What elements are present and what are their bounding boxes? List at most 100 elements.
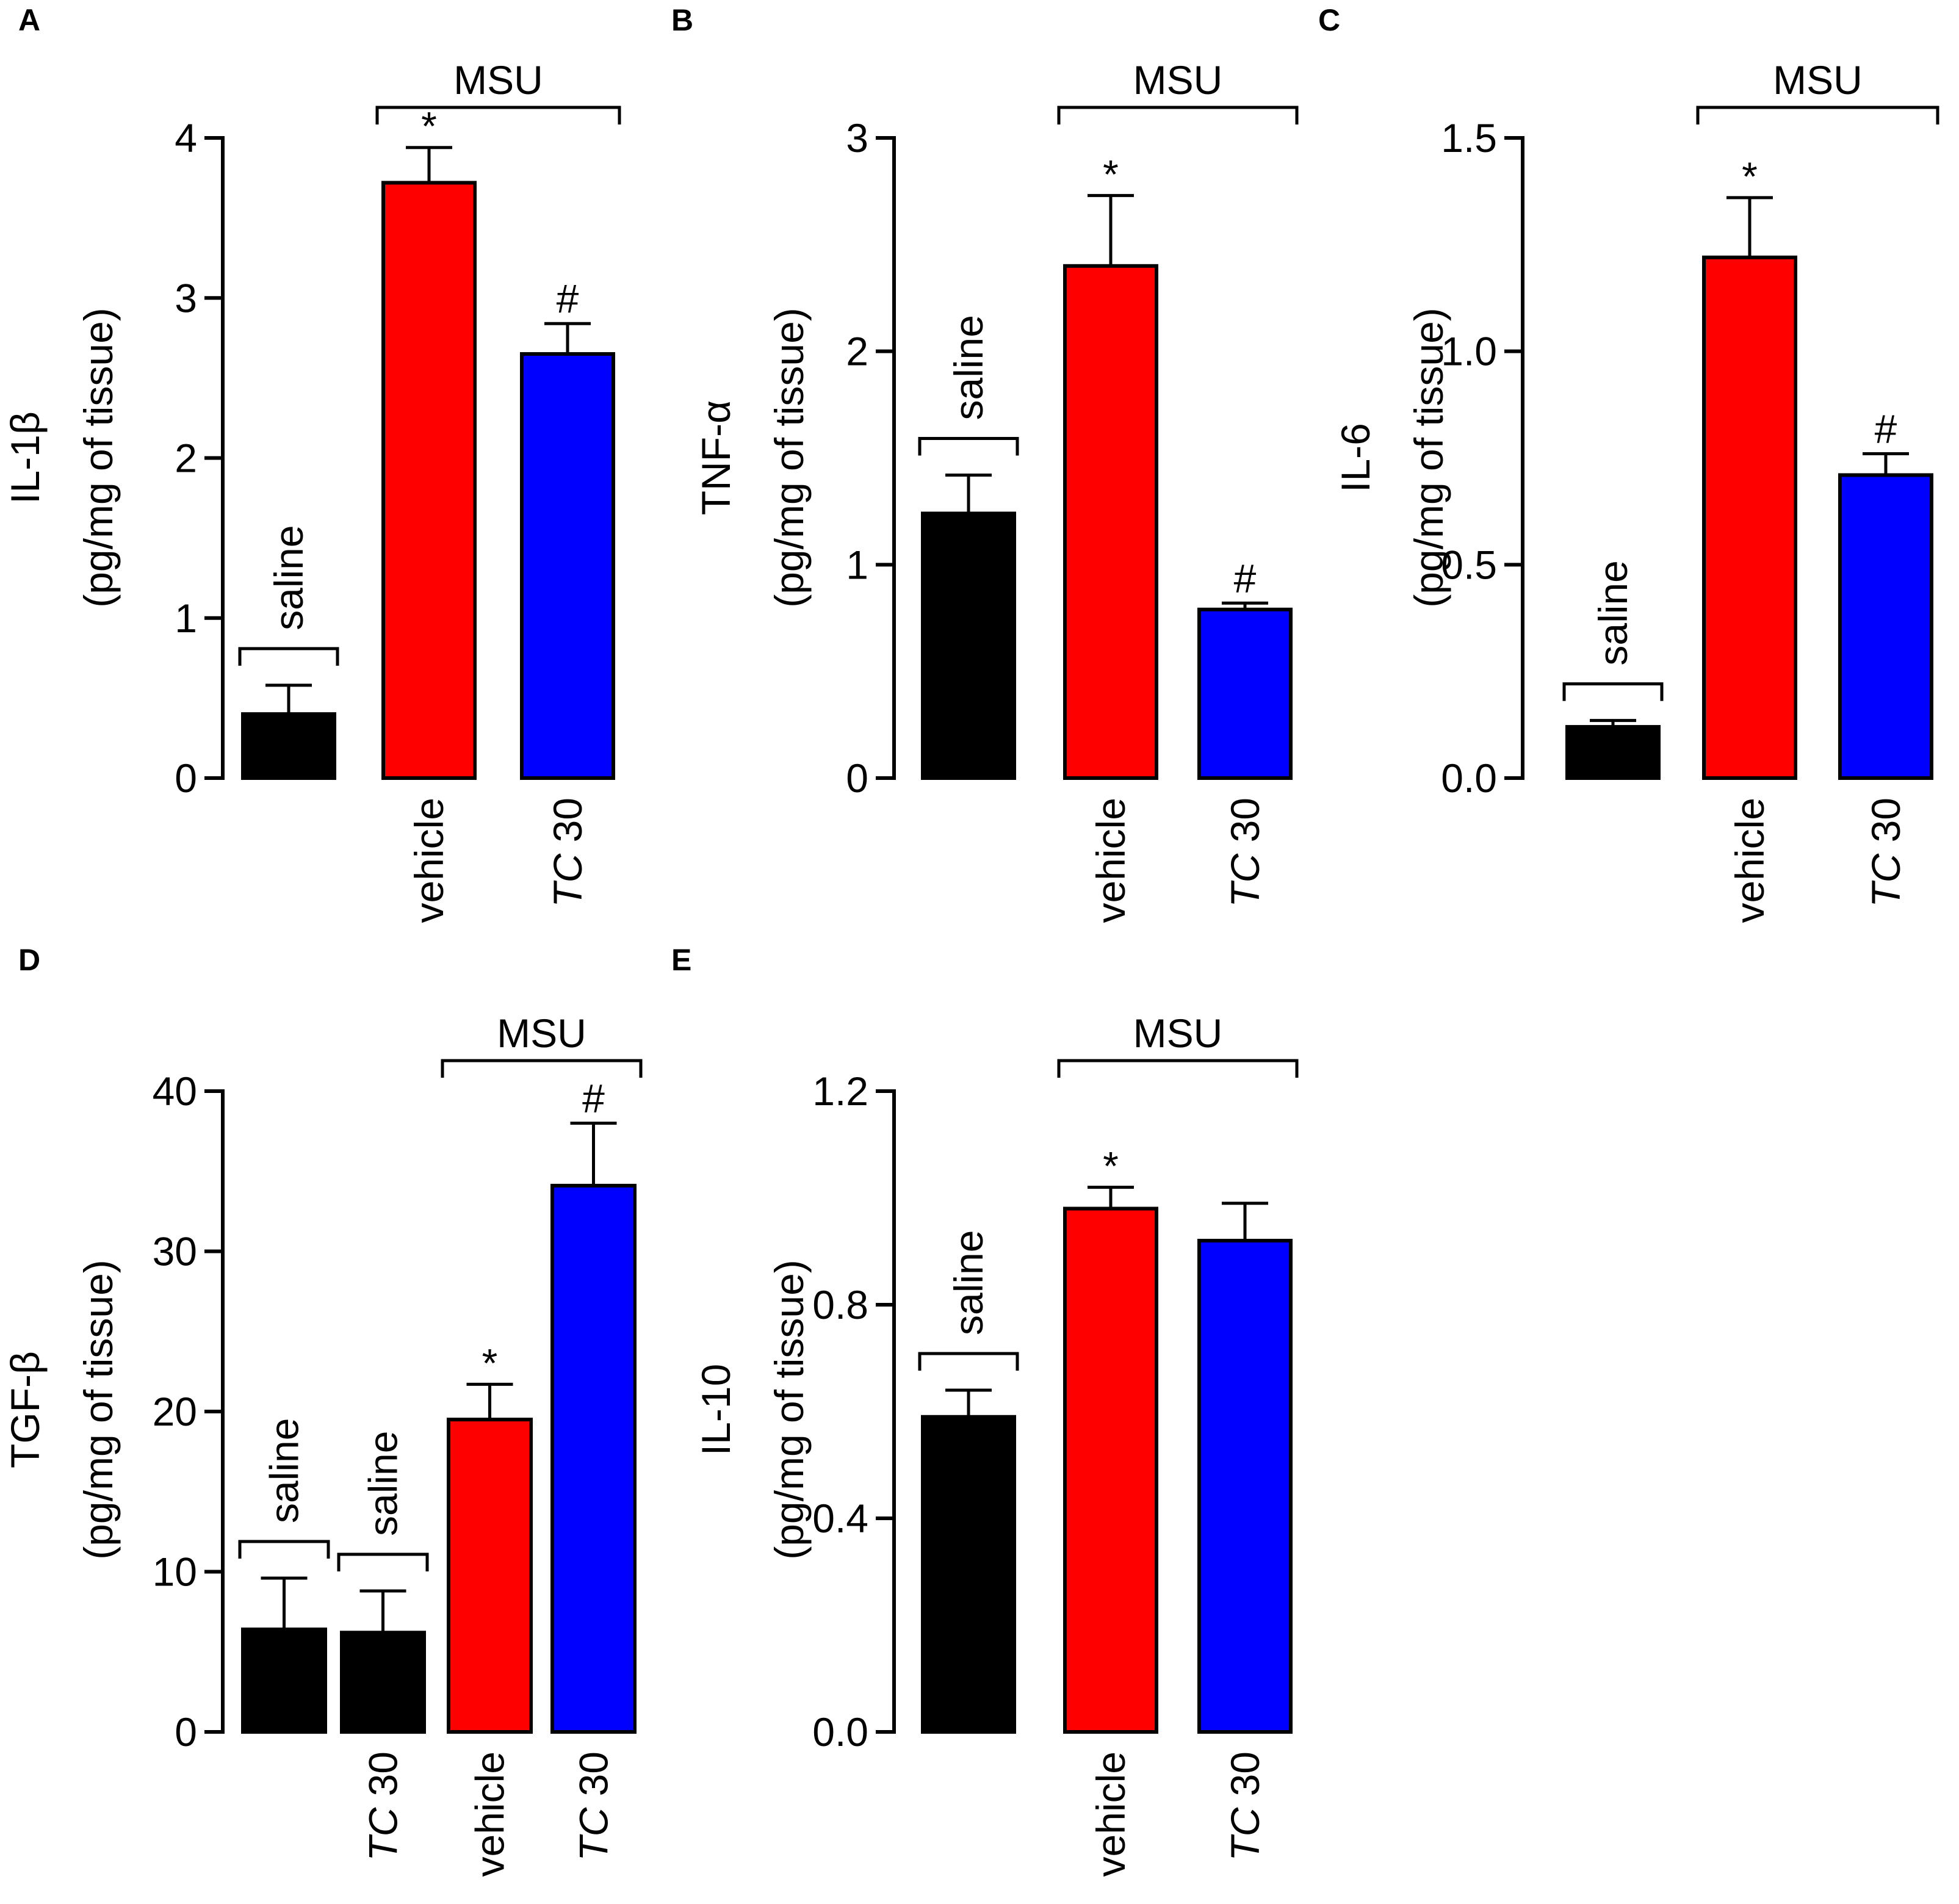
x-category-label: TC 30 xyxy=(571,1751,616,1861)
bar xyxy=(241,712,336,780)
x-category-label: TC 30 xyxy=(545,798,590,907)
panel-letter: B xyxy=(671,3,693,37)
y-tick-label: 0.5 xyxy=(1441,542,1497,587)
bar xyxy=(520,352,615,780)
y-tick-label: 0 xyxy=(175,755,197,801)
y-tick-label: 0.0 xyxy=(1441,755,1497,801)
y-tick-label: 1 xyxy=(175,596,197,641)
msu-bracket xyxy=(1057,1059,1299,1078)
significance-hash: # xyxy=(1875,406,1897,452)
significance-star: * xyxy=(421,104,437,149)
saline-label: saline xyxy=(361,1431,406,1536)
chart-panel-a: A 0 1 2 3 4 IL-1β (pg/mg of tissue) * vehicle # TC … xyxy=(2,3,621,923)
y-tick-label: 2 xyxy=(846,329,868,374)
x-category-label: TC 30 xyxy=(1863,798,1908,907)
y-tick-label: 1.2 xyxy=(812,1069,868,1114)
y-tick-label: 0 xyxy=(175,1709,197,1754)
chart-panel-c: C 0.0 0.5 1.0 1.5 IL-6 (pg/mg of tissue) * vehic… xyxy=(1318,3,1939,923)
bar xyxy=(447,1418,533,1734)
x-category-label: TC 30 xyxy=(1222,1751,1268,1861)
chart-panel-d: D 0 10 20 30 40 TGF-β (pg/mg of tissue) TC 30 * ve… xyxy=(2,943,643,1877)
x-category-label: vehicle xyxy=(406,798,452,923)
y-axis-unit-label: (pg/mg of tissue) xyxy=(767,1260,812,1560)
bar xyxy=(921,511,1016,780)
bar xyxy=(1838,473,1933,780)
significance-star: * xyxy=(482,1340,498,1385)
msu-label: MSU xyxy=(453,57,543,103)
panel-letter: A xyxy=(18,3,40,37)
significance-hash: # xyxy=(582,1076,605,1121)
significance-star: * xyxy=(1103,151,1119,197)
panel-letter: C xyxy=(1318,3,1340,37)
y-tick-label: 3 xyxy=(846,115,868,160)
y-axis-unit-label: (pg/mg of tissue) xyxy=(767,308,812,608)
chart-panel-e: E 0.0 0.4 0.8 1.2 IL-10 (pg/mg of tissue) * vehi… xyxy=(671,943,1299,1877)
x-category-label: vehicle xyxy=(1088,798,1133,923)
x-category-label: vehicle xyxy=(1088,1751,1133,1877)
chart-panel-b: B 0 1 2 3 TNF-α (pg/mg of tissue) * vehicle # TC 3… xyxy=(671,3,1299,923)
msu-label: MSU xyxy=(1133,1011,1223,1056)
saline-bracket xyxy=(238,647,339,666)
y-tick-label: 20 xyxy=(153,1389,197,1434)
y-tick-label: 0.8 xyxy=(812,1282,868,1327)
y-tick-label: 1 xyxy=(846,542,868,587)
y-axis-label: IL-1β xyxy=(2,411,48,504)
bar xyxy=(1565,725,1661,780)
y-axis-unit-label: (pg/mg of tissue) xyxy=(1406,308,1451,608)
msu-bracket xyxy=(1696,106,1939,124)
y-axis-unit-label: (pg/mg of tissue) xyxy=(76,308,121,608)
panel-letter: E xyxy=(671,943,691,977)
y-tick-label: 4 xyxy=(175,115,197,160)
bar xyxy=(550,1183,637,1734)
bar xyxy=(1063,264,1158,780)
y-tick-label: 30 xyxy=(153,1229,197,1274)
bar xyxy=(1197,607,1293,780)
saline-label: saline xyxy=(946,1230,991,1335)
bar xyxy=(241,1628,327,1734)
msu-label: MSU xyxy=(497,1011,586,1056)
msu-label: MSU xyxy=(1133,57,1223,103)
saline-label: saline xyxy=(266,525,311,630)
y-tick-label: 0 xyxy=(846,755,868,801)
significance-hash: # xyxy=(1234,555,1257,600)
saline-label: saline xyxy=(262,1418,307,1523)
y-axis-label: TNF-α xyxy=(693,400,738,515)
msu-bracket xyxy=(441,1059,643,1078)
msu-bracket xyxy=(1057,106,1299,124)
y-tick-label: 0.4 xyxy=(812,1496,868,1541)
y-tick-label: 3 xyxy=(175,275,197,320)
y-tick-label: 40 xyxy=(153,1069,197,1114)
bar xyxy=(1063,1206,1158,1734)
y-tick-label: 2 xyxy=(175,436,197,481)
bar xyxy=(381,181,477,780)
saline-label: saline xyxy=(946,315,991,420)
x-category-label: TC 30 xyxy=(361,1751,406,1861)
bar xyxy=(1702,255,1797,780)
significance-star: * xyxy=(1103,1144,1119,1189)
y-axis-label: IL-6 xyxy=(1333,423,1378,492)
y-axis-label: TGF-β xyxy=(2,1351,48,1468)
bar xyxy=(921,1415,1016,1734)
y-tick-label: 1.5 xyxy=(1441,115,1497,160)
msu-label: MSU xyxy=(1773,57,1863,103)
y-tick-label: 1.0 xyxy=(1441,329,1497,374)
saline-bracket xyxy=(238,1540,330,1559)
x-category-label: vehicle xyxy=(467,1751,513,1877)
saline-bracket xyxy=(337,1552,429,1571)
saline-bracket xyxy=(918,436,1019,456)
y-tick-label: 0.0 xyxy=(812,1709,868,1754)
significance-star: * xyxy=(1742,154,1758,199)
y-axis-unit-label: (pg/mg of tissue) xyxy=(76,1260,121,1560)
saline-bracket xyxy=(1562,682,1664,701)
bar xyxy=(340,1631,426,1734)
saline-bracket xyxy=(918,1352,1019,1371)
y-axis-label: IL-10 xyxy=(693,1364,738,1455)
x-category-label: TC 30 xyxy=(1222,798,1268,907)
y-tick-label: 10 xyxy=(153,1549,197,1595)
x-category-label: vehicle xyxy=(1727,798,1772,923)
msu-bracket xyxy=(375,106,621,124)
panel-letter: D xyxy=(18,943,40,977)
saline-label: saline xyxy=(1590,560,1636,665)
bar xyxy=(1197,1239,1293,1734)
